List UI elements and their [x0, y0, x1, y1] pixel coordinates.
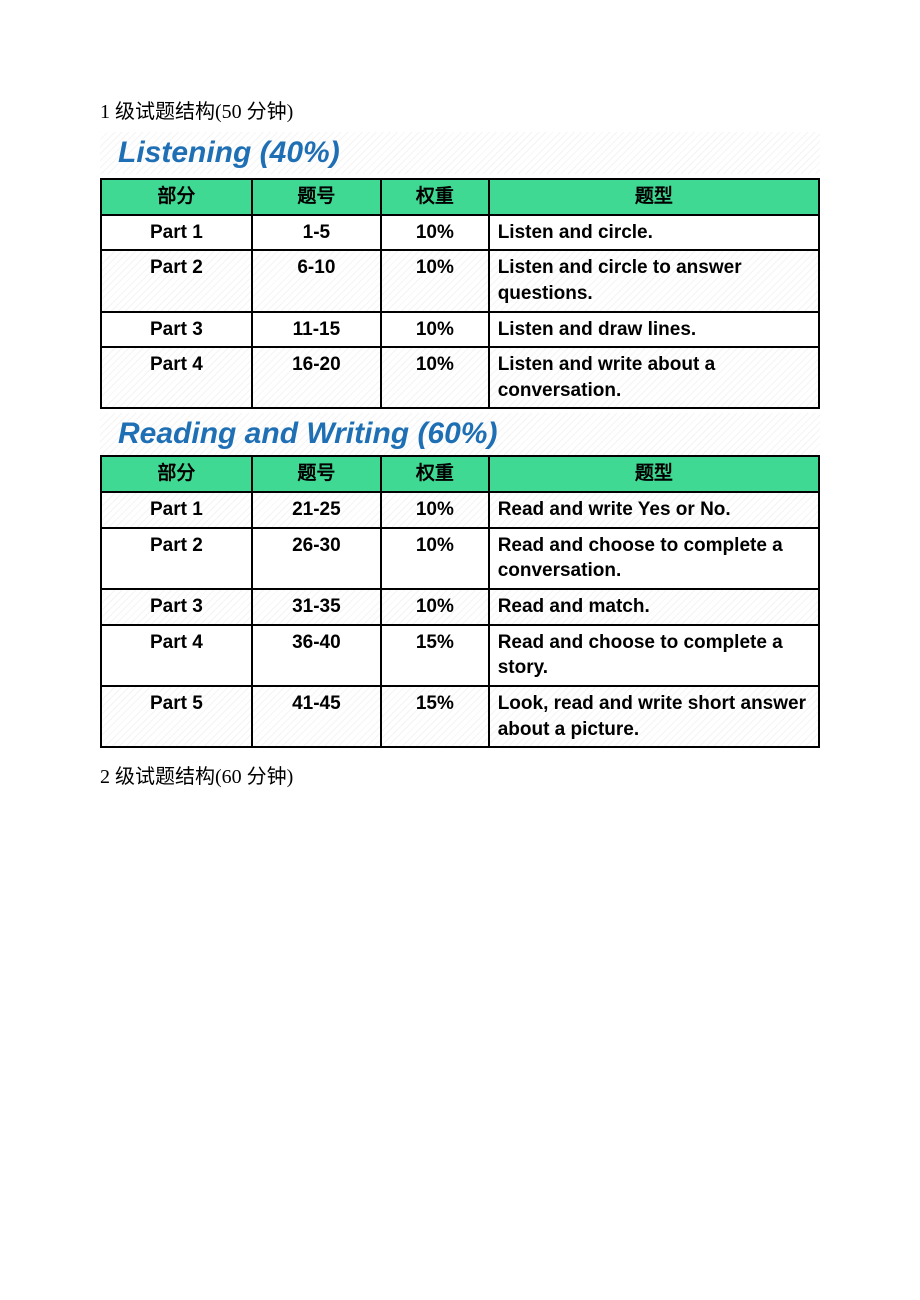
cell-weight: 10% [381, 492, 489, 528]
cell-type: Listen and draw lines. [489, 312, 819, 348]
cell-type: Read and choose to complete a story. [489, 625, 819, 686]
col-header-type: 题型 [489, 179, 819, 215]
cell-range: 41-45 [252, 686, 381, 747]
level1-caption: 1 级试题结构(50 分钟) [100, 95, 820, 124]
col-header-number: 题号 [252, 456, 381, 492]
cell-type: Read and choose to complete a conversati… [489, 528, 819, 589]
cell-range: 6-10 [252, 250, 381, 311]
cell-range: 36-40 [252, 625, 381, 686]
table-row: Part 1 1-5 10% Listen and circle. [101, 215, 819, 251]
cell-part: Part 3 [101, 312, 252, 348]
cell-type: Read and match. [489, 589, 819, 625]
col-header-weight: 权重 [381, 179, 489, 215]
cell-range: 21-25 [252, 492, 381, 528]
page-content: 1 级试题结构(50 分钟) Listening (40%) 部分 题号 权重 … [0, 0, 920, 829]
cell-type: Listen and circle to answer questions. [489, 250, 819, 311]
cell-part: Part 1 [101, 492, 252, 528]
cell-weight: 10% [381, 250, 489, 311]
col-header-part: 部分 [101, 179, 252, 215]
cell-weight: 10% [381, 589, 489, 625]
table-row: Part 5 41-45 15% Look, read and write sh… [101, 686, 819, 747]
cell-range: 26-30 [252, 528, 381, 589]
cell-weight: 10% [381, 312, 489, 348]
cell-range: 11-15 [252, 312, 381, 348]
reading-table: 部分 题号 权重 题型 Part 1 21-25 10% Read and wr… [100, 455, 820, 748]
cell-range: 16-20 [252, 347, 381, 408]
table-header-row: 部分 题号 权重 题型 [101, 456, 819, 492]
level2-caption: 2 级试题结构(60 分钟) [100, 760, 820, 789]
cell-part: Part 2 [101, 528, 252, 589]
reading-table-wrap: 部分 题号 权重 题型 Part 1 21-25 10% Read and wr… [100, 455, 820, 748]
cell-part: Part 1 [101, 215, 252, 251]
cell-type: Listen and circle. [489, 215, 819, 251]
cell-weight: 10% [381, 528, 489, 589]
cell-weight: 10% [381, 347, 489, 408]
cell-part: Part 5 [101, 686, 252, 747]
cell-part: Part 3 [101, 589, 252, 625]
cell-range: 1-5 [252, 215, 381, 251]
reading-heading-band: Reading and Writing (60%) [100, 413, 820, 455]
cell-weight: 15% [381, 625, 489, 686]
table-row: Part 1 21-25 10% Read and write Yes or N… [101, 492, 819, 528]
cell-weight: 10% [381, 215, 489, 251]
cell-part: Part 2 [101, 250, 252, 311]
table-row: Part 4 36-40 15% Read and choose to comp… [101, 625, 819, 686]
listening-table-wrap: 部分 题号 权重 题型 Part 1 1-5 10% Listen and ci… [100, 178, 820, 409]
col-header-part: 部分 [101, 456, 252, 492]
cell-part: Part 4 [101, 625, 252, 686]
cell-part: Part 4 [101, 347, 252, 408]
cell-type: Listen and write about a conversation. [489, 347, 819, 408]
table-row: Part 2 6-10 10% Listen and circle to ans… [101, 250, 819, 311]
table-row: Part 2 26-30 10% Read and choose to comp… [101, 528, 819, 589]
listening-table: 部分 题号 权重 题型 Part 1 1-5 10% Listen and ci… [100, 178, 820, 409]
listening-heading-band: Listening (40%) [100, 132, 820, 174]
col-header-type: 题型 [489, 456, 819, 492]
reading-title: Reading and Writing (60%) [100, 413, 820, 455]
cell-range: 31-35 [252, 589, 381, 625]
table-header-row: 部分 题号 权重 题型 [101, 179, 819, 215]
cell-type: Read and write Yes or No. [489, 492, 819, 528]
table-row: Part 3 11-15 10% Listen and draw lines. [101, 312, 819, 348]
col-header-weight: 权重 [381, 456, 489, 492]
cell-weight: 15% [381, 686, 489, 747]
cell-type: Look, read and write short answer about … [489, 686, 819, 747]
table-row: Part 4 16-20 10% Listen and write about … [101, 347, 819, 408]
listening-title: Listening (40%) [100, 132, 820, 174]
col-header-number: 题号 [252, 179, 381, 215]
table-row: Part 3 31-35 10% Read and match. [101, 589, 819, 625]
